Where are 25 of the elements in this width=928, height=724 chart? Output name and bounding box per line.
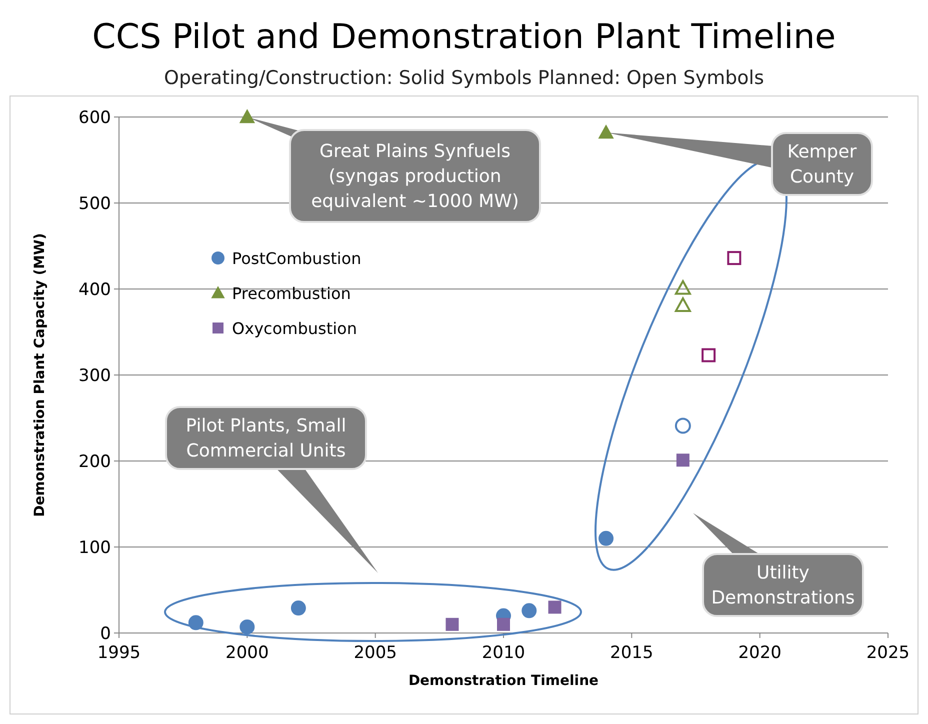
legend-label: Oxycombustion	[232, 319, 357, 338]
y-axis-title: Demonstration Plant Capacity (MW)	[32, 233, 48, 517]
annotation: Kemper County	[787, 142, 858, 188]
x-tick-label: 1995	[97, 643, 141, 663]
x-tick-label: 2020	[738, 643, 782, 663]
y-tick-label: 300	[78, 366, 111, 386]
chart-subtitle: Operating/Construction: Solid Symbols Planned: Open Symbols	[164, 67, 764, 89]
y-tick-label: 500	[78, 194, 111, 214]
annotation: Utility Demonstrations	[711, 562, 855, 608]
y-tick-label: 200	[78, 452, 111, 472]
annotation: Pilot Plants, Small Commercial Units	[186, 416, 346, 462]
y-tick-label: 100	[78, 538, 111, 558]
x-tick-label: 2010	[482, 643, 526, 663]
x-axis-title: Demonstration Timeline	[408, 673, 599, 689]
x-tick-label: 2015	[610, 643, 654, 663]
legend-label: PostCombustion	[232, 249, 362, 268]
legend-label: Precombustion	[232, 284, 351, 303]
annotation: Great Plains Synfuels (syngas production equivalent ~1000 MW)	[311, 141, 519, 212]
chart-title: CCS Pilot and Demonstration Plant Timeline	[92, 17, 836, 57]
y-tick-label: 0	[100, 624, 111, 644]
y-tick-label: 400	[78, 280, 111, 300]
x-tick-label: 2000	[226, 643, 269, 663]
x-tick-label: 2005	[354, 643, 397, 663]
y-tick-label: 600	[78, 108, 111, 128]
x-tick-label: 2025	[866, 643, 910, 663]
